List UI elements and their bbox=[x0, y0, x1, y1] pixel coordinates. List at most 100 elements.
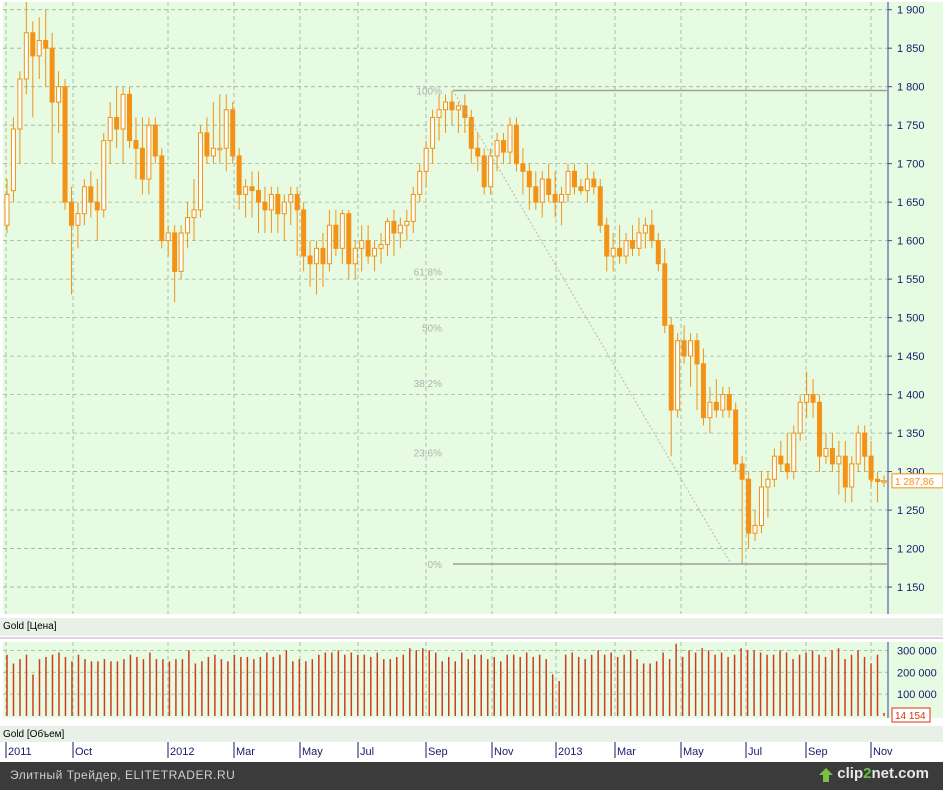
y-tick-label: 1 350 bbox=[897, 428, 925, 440]
candle-body bbox=[868, 455, 874, 480]
candle-body bbox=[36, 39, 42, 57]
candle-body bbox=[565, 170, 571, 195]
y-tick-label: 1 800 bbox=[897, 82, 925, 94]
candle-body bbox=[778, 455, 784, 465]
candle-body bbox=[817, 401, 823, 457]
last-volume-box bbox=[891, 707, 931, 723]
candle-body bbox=[404, 220, 410, 226]
candle-body bbox=[62, 86, 68, 203]
volume-label-strip bbox=[0, 726, 943, 742]
candle-body bbox=[726, 394, 732, 411]
candle-body bbox=[94, 201, 100, 211]
candle-body bbox=[255, 190, 261, 203]
candle-body bbox=[333, 224, 339, 249]
candle-body bbox=[655, 240, 661, 265]
candle-body bbox=[468, 116, 474, 149]
volume-pane-label: Gold [Объем] bbox=[3, 729, 65, 740]
candle-body bbox=[443, 101, 448, 111]
x-axis-bg bbox=[3, 742, 888, 758]
candle-body bbox=[488, 155, 494, 188]
candle-body bbox=[17, 78, 23, 130]
candle-body bbox=[372, 247, 378, 257]
volume-axis-bg bbox=[888, 642, 943, 718]
candle-body bbox=[75, 213, 81, 226]
x-tick-label: Oct bbox=[75, 746, 92, 758]
candle-body bbox=[4, 193, 10, 226]
candle-body bbox=[430, 116, 436, 149]
fib-level-label: 100% bbox=[416, 87, 442, 98]
candle-body bbox=[546, 178, 552, 195]
candle-body bbox=[159, 155, 165, 242]
candle-body bbox=[610, 247, 616, 257]
candle-body bbox=[481, 155, 487, 188]
candle-body bbox=[436, 109, 442, 118]
candle-body bbox=[688, 340, 694, 357]
fib-level-label: 61,8% bbox=[414, 267, 442, 278]
x-tick-label: Nov bbox=[494, 746, 514, 758]
candle-body bbox=[571, 170, 577, 188]
candle-body bbox=[127, 93, 133, 142]
candle-body bbox=[88, 186, 94, 203]
candle-body bbox=[146, 124, 152, 180]
candle-body bbox=[410, 193, 416, 222]
candle-body bbox=[449, 101, 455, 111]
x-tick-label: Mar bbox=[236, 746, 255, 758]
clip2net-logo[interactable]: clip2net.com bbox=[837, 765, 929, 782]
x-tick-label: Jul bbox=[748, 746, 762, 758]
candle-body bbox=[236, 155, 242, 195]
candle-body bbox=[791, 432, 797, 473]
candle-body bbox=[384, 220, 390, 245]
candle-body bbox=[552, 193, 558, 203]
candle-body bbox=[23, 32, 29, 80]
candle-body bbox=[455, 105, 461, 111]
x-tick-label: Sep bbox=[428, 746, 448, 758]
y-tick-label: 1 650 bbox=[897, 197, 925, 209]
candle-body bbox=[642, 224, 648, 234]
candle-body bbox=[294, 193, 300, 211]
volume-tick-label: 100 000 bbox=[897, 689, 937, 701]
candle-body bbox=[591, 178, 597, 188]
candle-body bbox=[307, 255, 313, 265]
candle-body bbox=[81, 186, 87, 215]
candle-body bbox=[288, 193, 294, 203]
candle-body bbox=[185, 217, 191, 234]
candle-body bbox=[191, 209, 197, 219]
fib-level-label: 50% bbox=[422, 324, 442, 335]
candle-body bbox=[365, 240, 371, 257]
candle-body bbox=[675, 340, 681, 411]
fib-trend-line bbox=[452, 90, 732, 565]
price-axis-bg bbox=[888, 2, 943, 614]
candle-body bbox=[475, 147, 481, 157]
candle-body bbox=[771, 455, 777, 480]
candle-body bbox=[30, 32, 36, 57]
candle-body bbox=[804, 394, 810, 403]
candle-body bbox=[10, 128, 16, 192]
y-tick-label: 1 550 bbox=[897, 274, 925, 286]
y-tick-label: 1 200 bbox=[897, 544, 925, 556]
candle-body bbox=[165, 232, 171, 242]
x-tick-label: May bbox=[683, 746, 704, 758]
x-tick-label: Jul bbox=[360, 746, 374, 758]
price-label-strip bbox=[0, 618, 943, 636]
candle-body bbox=[339, 213, 345, 249]
candle-body bbox=[707, 401, 713, 419]
candle-body bbox=[359, 240, 365, 249]
candle-body bbox=[352, 247, 358, 265]
logo-prefix: clip bbox=[837, 765, 864, 782]
candle-body bbox=[578, 186, 584, 192]
candle-body bbox=[320, 247, 326, 265]
candle-body bbox=[649, 224, 655, 242]
candle-body bbox=[49, 47, 55, 103]
candle-body bbox=[68, 201, 74, 226]
candle-body bbox=[881, 480, 887, 483]
candle-body bbox=[152, 124, 158, 157]
candle-body bbox=[178, 232, 184, 272]
candle-body bbox=[462, 105, 468, 118]
candle-body bbox=[797, 401, 803, 434]
candle-body bbox=[268, 193, 274, 211]
candle-body bbox=[836, 455, 842, 465]
candle-body bbox=[746, 478, 752, 534]
candle-body bbox=[230, 109, 236, 157]
candle-body bbox=[210, 147, 216, 157]
candle-body bbox=[301, 209, 307, 257]
